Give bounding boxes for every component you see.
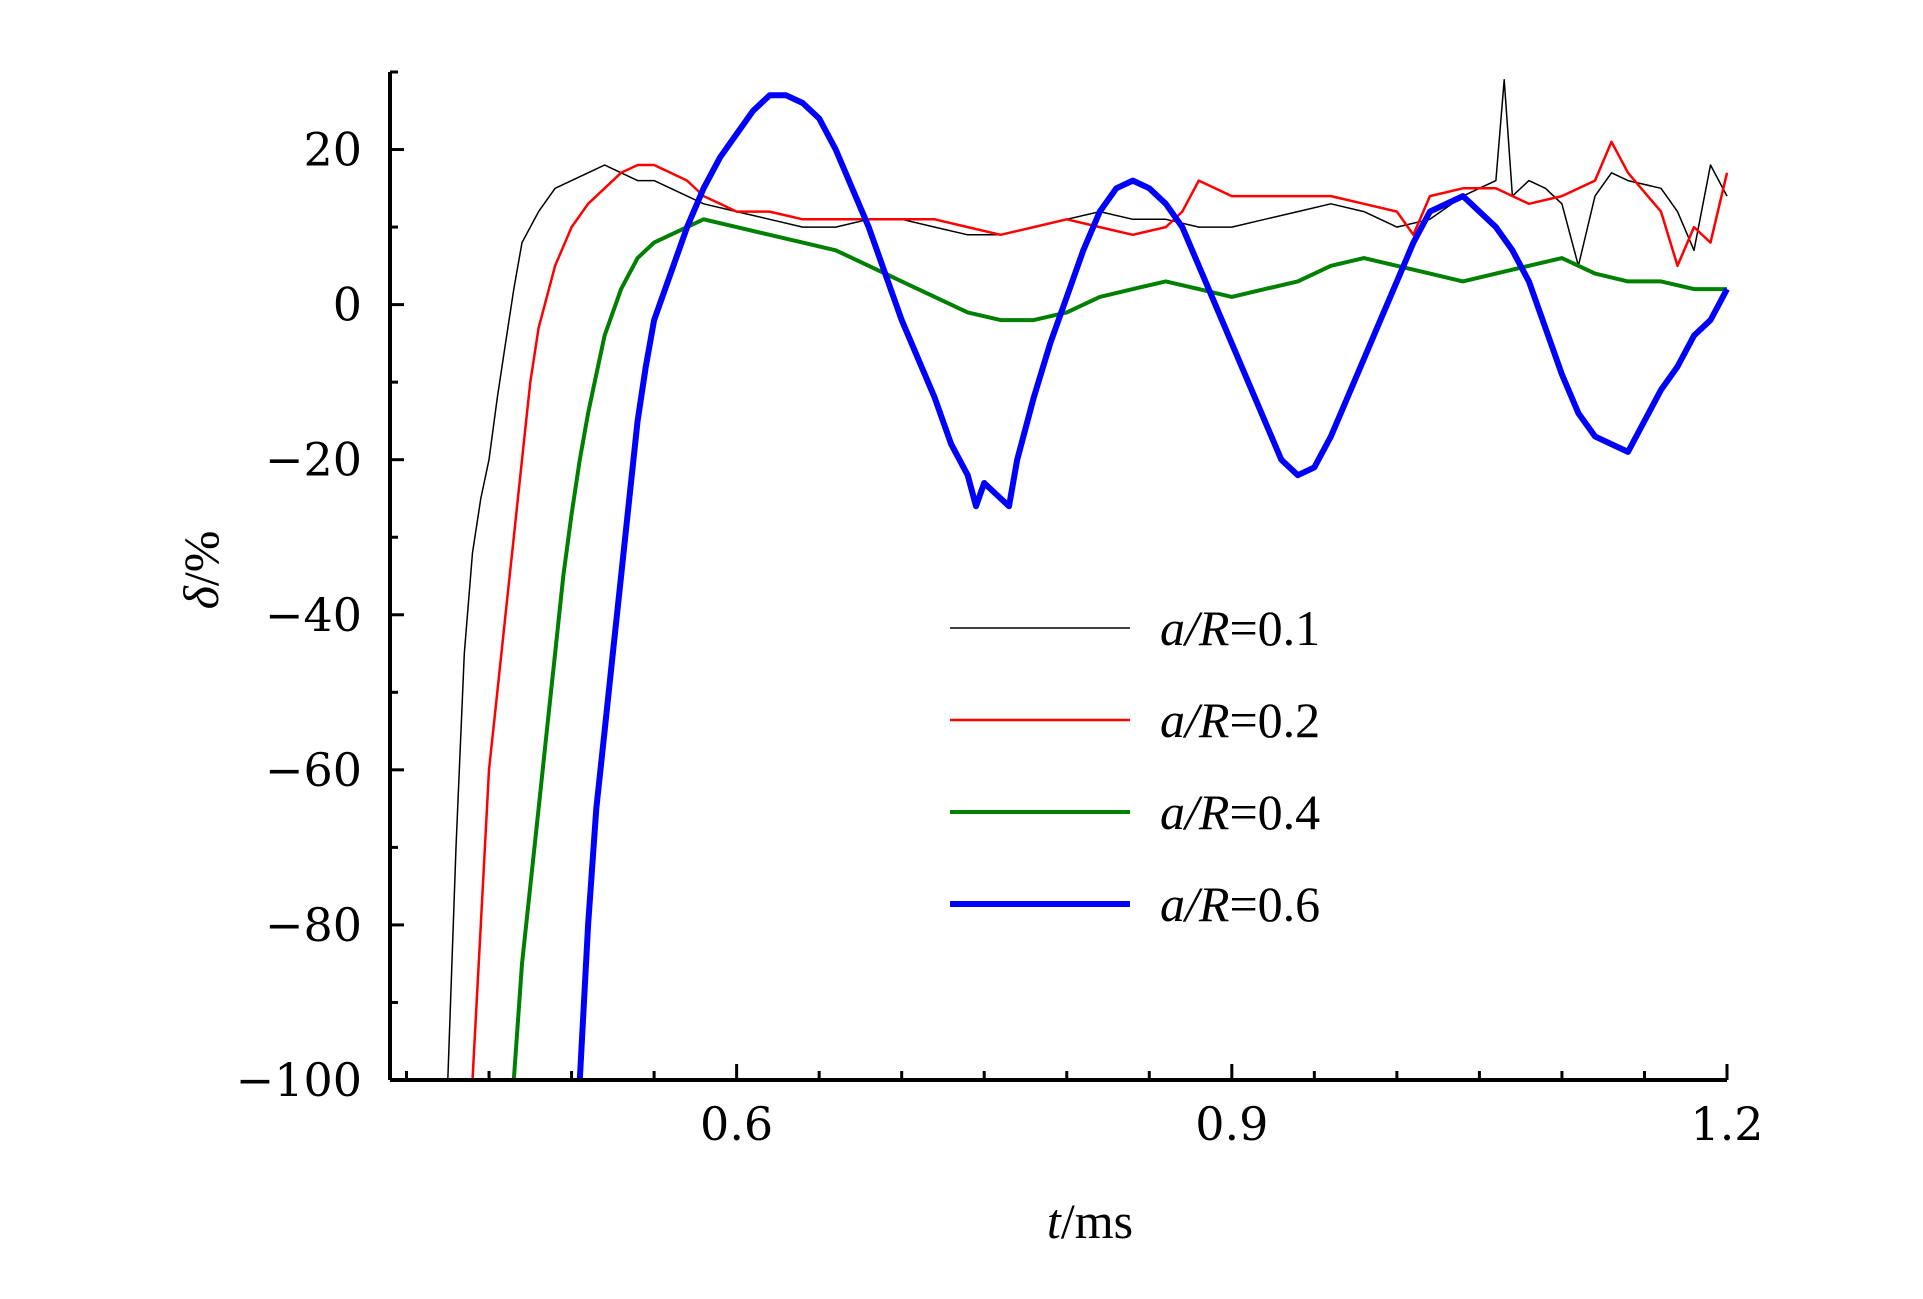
legend-label-1: a/R=0.1 (1160, 600, 1320, 656)
y-tick-label: −80 (265, 898, 362, 952)
x-tick-label: 1.2 (1690, 1097, 1763, 1151)
y-tick-label: −20 (265, 433, 362, 487)
x-tick-label: 0.6 (700, 1097, 773, 1151)
tick-labels: 20 0 −20 −40 −60 −80 −100 0.6 0.9 1.2 (236, 123, 1764, 1151)
y-tick-label: −60 (265, 743, 362, 797)
x-axis-label: t/ms (1047, 1193, 1133, 1249)
series-line-2 (471, 140, 1729, 1081)
series-line-3 (511, 217, 1727, 1081)
legend: a/R=0.1 a/R=0.2 a/R=0.4 a/R=0.6 (950, 600, 1320, 932)
y-tick-label: −100 (236, 1053, 362, 1107)
series-layer (447, 79, 1730, 1081)
x-tick-label: 0.9 (1195, 1097, 1268, 1151)
legend-label-2: a/R=0.2 (1160, 692, 1320, 748)
axes-layer (388, 70, 1729, 1082)
y-tick-label: −40 (265, 588, 362, 642)
legend-label-3: a/R=0.4 (1160, 784, 1320, 840)
series-line-1 (447, 79, 1728, 1081)
y-axis-label: δ/% (173, 531, 229, 610)
y-tick-label: 0 (333, 278, 362, 332)
legend-label-4: a/R=0.6 (1160, 876, 1320, 932)
series-line-4 (576, 92, 1730, 1081)
y-tick-label: 20 (303, 123, 362, 177)
